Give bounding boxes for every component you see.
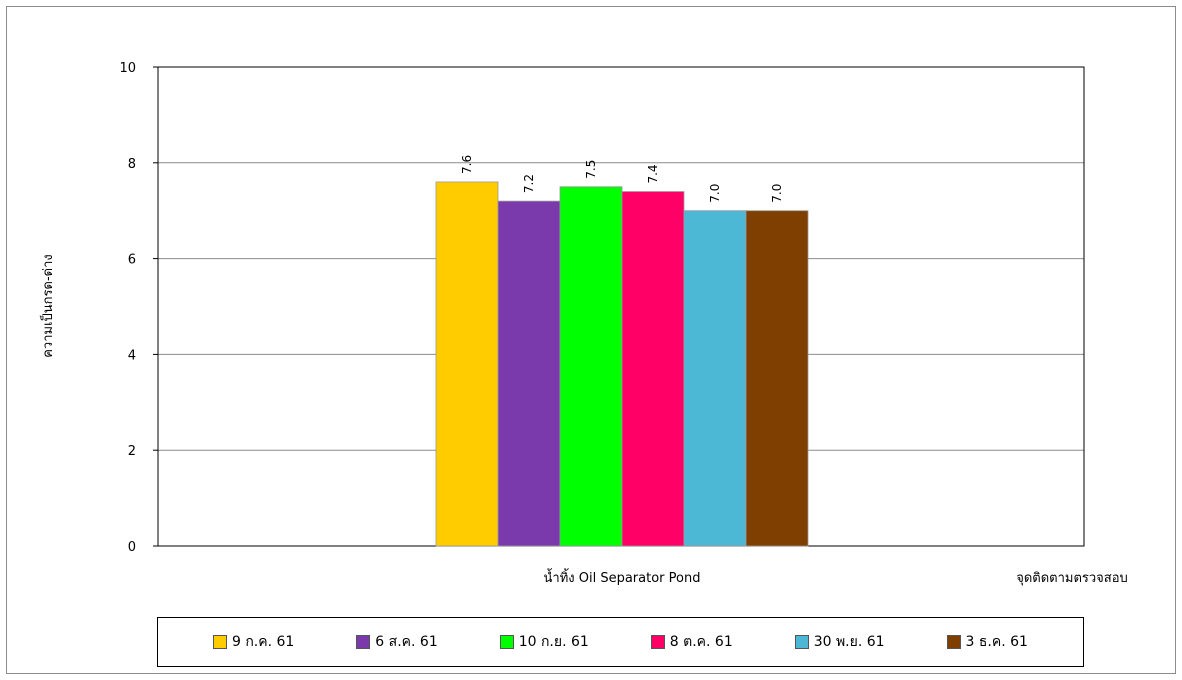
y-tick-label: 4 (128, 348, 136, 363)
x-axis-title: จุดติดตามตรวจสอบ (1016, 571, 1128, 586)
legend-item: 10 ก.ย. 61 (500, 631, 589, 653)
y-axis-ticks: 0 2 4 6 8 10 (119, 61, 158, 555)
legend-label: 3 ธ.ค. 61 (966, 631, 1028, 653)
legend-swatch (500, 635, 514, 649)
legend-swatch (947, 635, 961, 649)
y-axis-title: ความเป็นกรด-ด่าง (38, 254, 56, 358)
data-label: 7.2 (522, 174, 536, 193)
y-tick-label: 10 (119, 61, 136, 76)
legend-label: 8 ต.ค. 61 (670, 631, 733, 653)
legend-swatch (356, 635, 370, 649)
legend: 9 ก.ค. 61 6 ส.ค. 61 10 ก.ย. 61 8 ต.ค. 61 30 … (157, 617, 1084, 667)
legend-label: 10 ก.ย. 61 (519, 631, 589, 653)
y-tick-label: 2 (128, 444, 136, 459)
legend-label: 30 พ.ย. 61 (814, 631, 885, 653)
y-tick-label: 8 (128, 157, 136, 172)
data-label: 7.6 (460, 155, 474, 174)
bar (622, 192, 684, 546)
legend-label: 6 ส.ค. 61 (375, 631, 437, 653)
bar (436, 182, 498, 546)
legend-item: 9 ก.ค. 61 (213, 631, 294, 653)
bar (498, 201, 560, 546)
bar (560, 187, 622, 546)
bar (746, 211, 808, 546)
legend-item: 8 ต.ค. 61 (651, 631, 733, 653)
data-label: 7.0 (770, 184, 784, 203)
data-label: 7.5 (584, 160, 598, 179)
legend-item: 3 ธ.ค. 61 (947, 631, 1028, 653)
legend-item: 30 พ.ย. 61 (795, 631, 885, 653)
data-label: 7.4 (646, 164, 660, 183)
data-label: 7.0 (708, 184, 722, 203)
x-category-label: น้ำทิ้ง Oil Separator Pond (544, 568, 701, 586)
legend-swatch (651, 635, 665, 649)
y-tick-label: 0 (128, 540, 136, 555)
legend-label: 9 ก.ค. 61 (232, 631, 294, 653)
bar (684, 211, 746, 546)
y-tick-label: 6 (128, 253, 136, 268)
legend-swatch (213, 635, 227, 649)
legend-item: 6 ส.ค. 61 (356, 631, 437, 653)
legend-swatch (795, 635, 809, 649)
bars (436, 182, 808, 546)
